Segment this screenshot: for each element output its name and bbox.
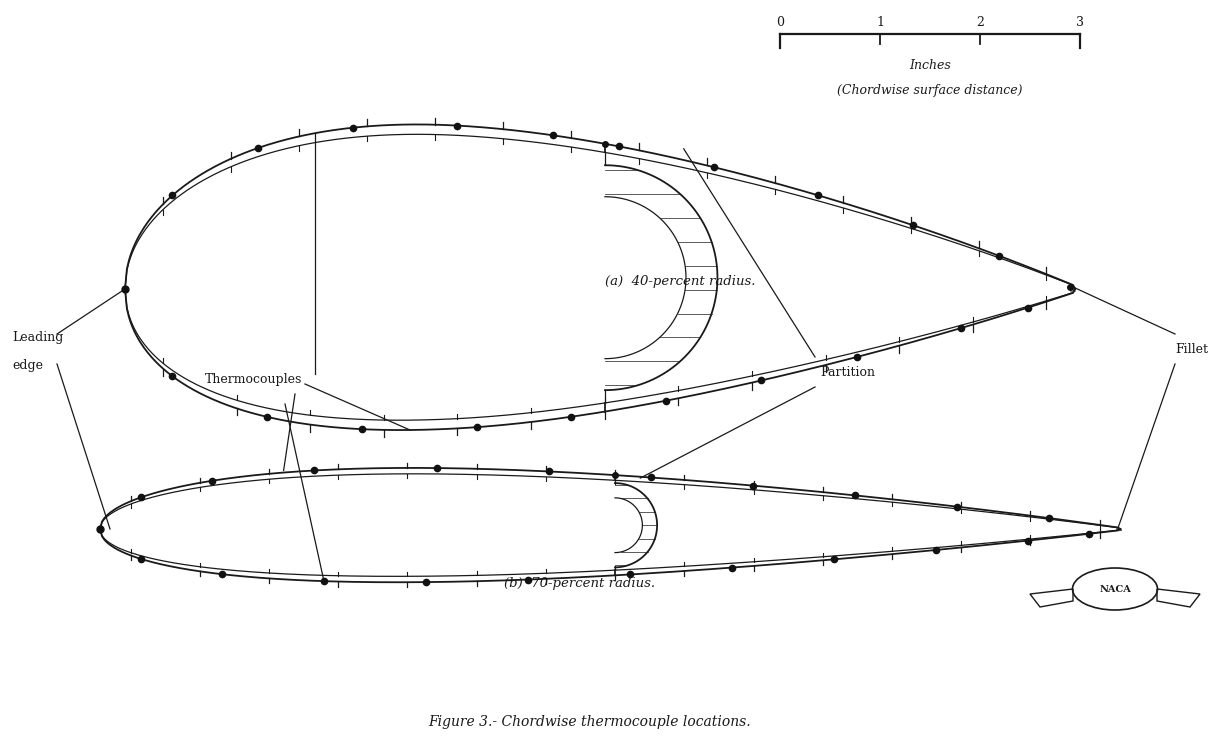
Text: 3: 3 xyxy=(1076,16,1084,29)
Text: Thermocouples: Thermocouples xyxy=(205,373,303,385)
Text: Fillet: Fillet xyxy=(1175,342,1208,356)
Text: Leading: Leading xyxy=(12,331,64,344)
Text: (a)  40-percent radius.: (a) 40-percent radius. xyxy=(604,275,755,287)
Text: NACA: NACA xyxy=(1098,585,1130,594)
Text: edge: edge xyxy=(12,359,43,372)
Text: (b)  70-percent radius.: (b) 70-percent radius. xyxy=(504,577,656,591)
Text: Figure 3.- Chordwise thermocouple locations.: Figure 3.- Chordwise thermocouple locati… xyxy=(429,715,752,729)
Text: 0: 0 xyxy=(776,16,783,29)
Text: 1: 1 xyxy=(877,16,884,29)
Text: Inches: Inches xyxy=(910,59,951,72)
Text: Partition: Partition xyxy=(820,365,875,379)
Text: (Chordwise surface distance): (Chordwise surface distance) xyxy=(837,84,1022,97)
Text: 2: 2 xyxy=(976,16,984,29)
